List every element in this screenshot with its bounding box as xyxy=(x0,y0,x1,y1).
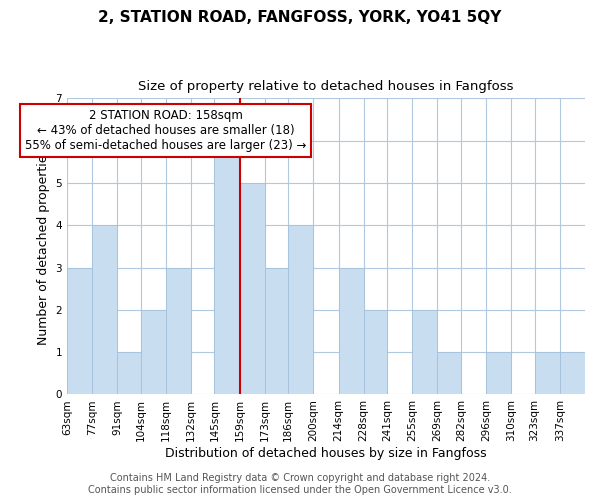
Title: Size of property relative to detached houses in Fangfoss: Size of property relative to detached ho… xyxy=(138,80,514,93)
Bar xyxy=(486,352,511,395)
Text: Contains HM Land Registry data © Crown copyright and database right 2024.
Contai: Contains HM Land Registry data © Crown c… xyxy=(88,474,512,495)
X-axis label: Distribution of detached houses by size in Fangfoss: Distribution of detached houses by size … xyxy=(165,447,487,460)
Bar xyxy=(117,352,140,395)
Bar xyxy=(67,268,92,394)
Bar xyxy=(92,225,117,394)
Bar xyxy=(560,352,585,395)
Bar xyxy=(214,140,239,394)
Bar xyxy=(239,183,265,394)
Bar xyxy=(535,352,560,395)
Bar xyxy=(412,310,437,394)
Bar xyxy=(338,268,364,394)
Text: 2 STATION ROAD: 158sqm
← 43% of detached houses are smaller (18)
55% of semi-det: 2 STATION ROAD: 158sqm ← 43% of detached… xyxy=(25,109,307,152)
Y-axis label: Number of detached properties: Number of detached properties xyxy=(37,148,50,345)
Bar xyxy=(166,268,191,394)
Bar xyxy=(288,225,313,394)
Bar xyxy=(265,268,288,394)
Bar xyxy=(364,310,387,394)
Bar xyxy=(437,352,461,395)
Bar xyxy=(140,310,166,394)
Text: 2, STATION ROAD, FANGFOSS, YORK, YO41 5QY: 2, STATION ROAD, FANGFOSS, YORK, YO41 5Q… xyxy=(98,10,502,25)
